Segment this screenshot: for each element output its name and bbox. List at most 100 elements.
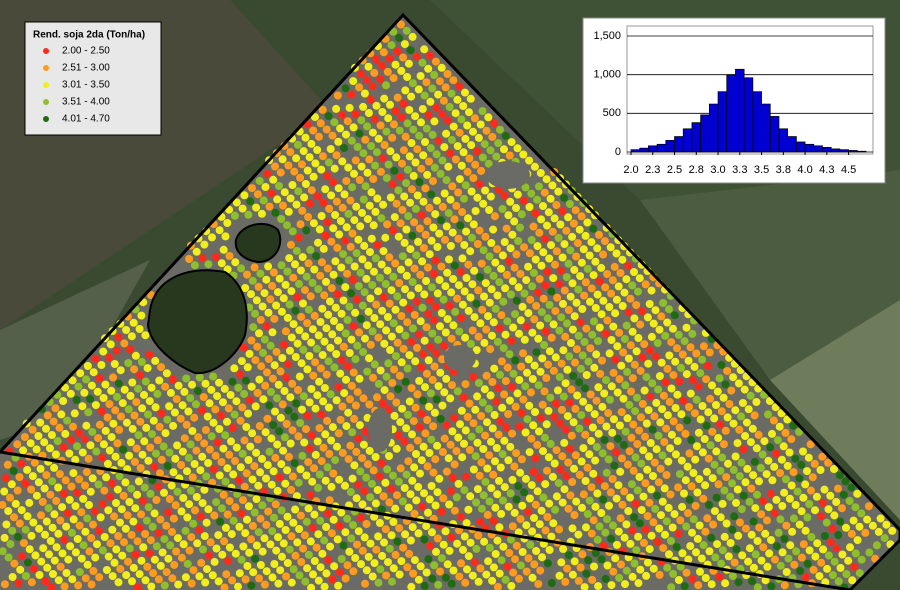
yield-point xyxy=(555,326,564,335)
yield-point xyxy=(468,280,477,289)
yield-point xyxy=(500,238,509,246)
yield-point xyxy=(533,440,542,449)
yield-point xyxy=(508,230,517,239)
yield-point xyxy=(388,577,396,586)
yield-point xyxy=(394,232,403,241)
yield-point xyxy=(705,547,714,556)
yield-point xyxy=(283,512,292,521)
yield-point xyxy=(322,370,331,379)
yield-point xyxy=(536,367,545,376)
yield-point xyxy=(594,582,603,590)
yield-point xyxy=(730,512,739,521)
yield-point xyxy=(132,444,141,453)
yield-point xyxy=(601,574,610,583)
yield-point xyxy=(443,70,452,78)
yield-point xyxy=(313,391,322,400)
yield-point xyxy=(495,278,504,287)
yield-point xyxy=(346,441,355,450)
yield-point xyxy=(539,202,547,210)
yield-point xyxy=(379,247,388,256)
yield-point xyxy=(547,241,555,250)
yield-point xyxy=(341,481,349,490)
yield-point xyxy=(250,263,259,272)
yield-point xyxy=(313,192,322,201)
yield-point xyxy=(638,399,647,408)
yield-point xyxy=(444,209,453,218)
yield-point xyxy=(152,542,161,551)
yield-point xyxy=(215,471,224,480)
yield-point xyxy=(74,581,83,590)
yield-point xyxy=(256,561,265,569)
yield-point xyxy=(489,318,498,327)
yield-point xyxy=(538,553,546,562)
yield-point xyxy=(277,261,286,270)
yield-point xyxy=(95,573,104,582)
yield-point xyxy=(686,542,695,551)
yield-point xyxy=(255,329,263,338)
yield-point xyxy=(662,517,671,526)
yield-point xyxy=(367,479,376,488)
yield-point xyxy=(599,250,608,259)
yield-point xyxy=(125,498,134,506)
yield-point xyxy=(633,393,641,402)
yield-point xyxy=(331,303,340,312)
legend: Rend. soja 2da (Ton/ha) 2.00 - 2.502.51 … xyxy=(24,21,162,136)
yield-point xyxy=(75,521,84,530)
yield-point xyxy=(602,376,610,385)
yield-point xyxy=(113,439,122,448)
yield-point xyxy=(47,583,56,590)
yield-point xyxy=(237,264,246,273)
yield-point xyxy=(470,114,479,123)
yield-point xyxy=(390,365,399,374)
yield-point xyxy=(761,529,770,538)
yield-point xyxy=(593,535,602,544)
yield-point xyxy=(723,367,732,375)
yield-point xyxy=(739,491,748,500)
yield-point xyxy=(430,117,439,126)
yield-point xyxy=(777,455,786,464)
yield-point xyxy=(316,271,325,280)
yield-point xyxy=(249,568,258,577)
yield-point xyxy=(375,472,384,481)
yield-point xyxy=(83,514,92,523)
yield-point xyxy=(268,573,277,582)
yield-point xyxy=(557,359,566,368)
yield-point xyxy=(380,339,389,348)
yield-point xyxy=(601,528,610,537)
yield-point xyxy=(507,535,515,544)
yield-point xyxy=(265,447,274,456)
yield-point xyxy=(93,540,101,549)
yield-point xyxy=(598,356,606,365)
yield-point xyxy=(345,349,354,357)
yield-point xyxy=(546,194,555,203)
yield-point xyxy=(19,539,28,548)
yield-point xyxy=(356,222,365,231)
yield-point xyxy=(728,525,737,534)
yield-point xyxy=(327,237,336,246)
yield-point xyxy=(782,521,791,530)
yield-point xyxy=(763,562,772,571)
yield-point xyxy=(643,465,652,474)
yield-point xyxy=(561,332,570,341)
yield-point xyxy=(464,552,473,561)
yield-point xyxy=(677,410,686,419)
yield-point xyxy=(696,369,705,378)
yield-point xyxy=(115,425,124,434)
yield-point xyxy=(543,513,552,521)
yield-point xyxy=(307,583,316,590)
yield-point xyxy=(429,422,438,431)
yield-point xyxy=(168,375,177,384)
yield-point xyxy=(440,189,449,198)
yield-point xyxy=(199,545,207,554)
yield-point xyxy=(301,332,310,341)
yield-point xyxy=(441,282,450,291)
yield-point xyxy=(231,258,240,267)
yield-point xyxy=(223,464,232,473)
yield-point xyxy=(42,424,50,433)
yield-point xyxy=(353,540,361,549)
yield-point xyxy=(759,496,767,505)
yield-point xyxy=(310,557,319,565)
yield-point xyxy=(693,534,702,543)
x-tick-label: 2.8 xyxy=(689,164,704,176)
histogram-bar xyxy=(717,91,728,153)
